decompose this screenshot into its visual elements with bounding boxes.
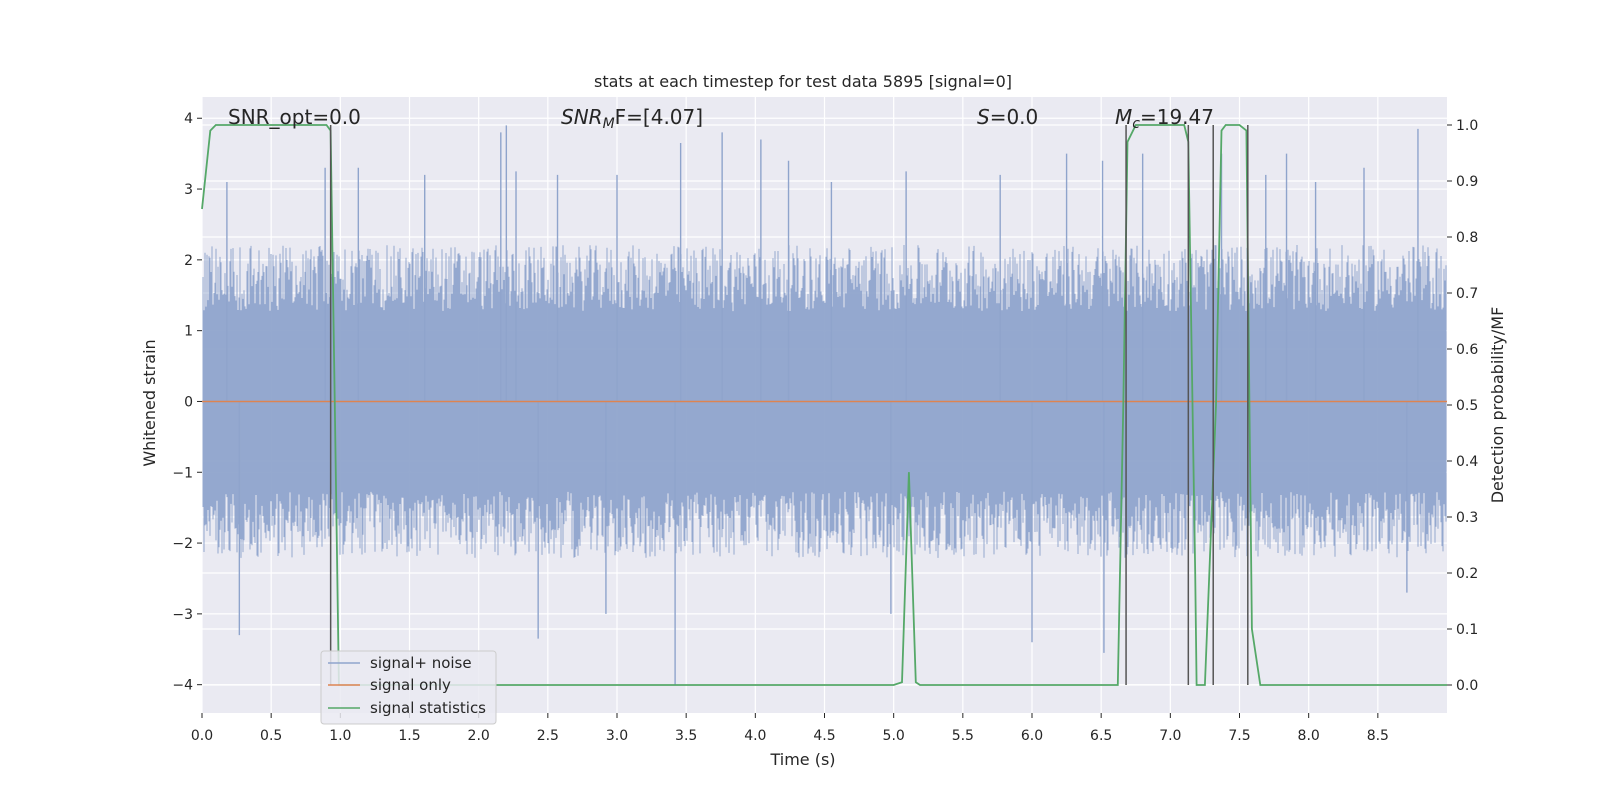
chart-title: stats at each timestep for test data 589…	[594, 72, 1012, 91]
annotation-mc-value: =19.47	[1140, 105, 1214, 129]
y-tick-label-left: 1	[184, 324, 193, 340]
y-axis-label-right: Detection probability/MF	[1488, 307, 1507, 504]
y-tick-label-right: 0.1	[1456, 622, 1478, 638]
annotation-snr-mf-subscript: M	[603, 116, 615, 132]
x-tick-label: 2.0	[468, 728, 490, 744]
y-tick-label-right: 0.8	[1456, 230, 1478, 246]
annotation-s-symbol: S	[977, 105, 990, 129]
x-tick-label: 5.0	[883, 728, 905, 744]
x-tick-label: 7.0	[1159, 728, 1181, 744]
y-tick-label-right: 0.4	[1456, 454, 1478, 470]
legend-box	[320, 650, 497, 725]
annotation-snr-mf-symbol: SNR	[561, 105, 603, 129]
x-tick-label: 3.5	[675, 728, 697, 744]
y-tick-label-left: −3	[172, 607, 193, 623]
annotation-mc-symbol: M	[1115, 105, 1132, 129]
noise-series	[202, 125, 1447, 685]
legend: signal+ noise signal only signal statist…	[320, 650, 497, 725]
x-tick-label: 6.0	[1021, 728, 1043, 744]
vertical-markers	[329, 125, 1249, 685]
y-tick-label-right: 0.5	[1456, 398, 1478, 414]
x-axis-label: Time (s)	[769, 750, 835, 769]
y-tick-label-right: 0.3	[1456, 510, 1478, 526]
x-tick-label: 2.5	[537, 728, 559, 744]
axis-ticks: 0.0 0.5 1.0 1.5 2.0 2.5 3.0 3.5 4.0 4.5 5.0 5.5 6.0 6…	[172, 111, 1478, 744]
x-tick-label: 4.0	[744, 728, 766, 744]
legend-label-noise: signal+ noise	[370, 654, 472, 672]
y-tick-label-right: 0.9	[1456, 174, 1478, 190]
x-tick-label: 7.5	[1228, 728, 1250, 744]
y-tick-label-left: −4	[172, 678, 193, 694]
signal-statistics-line	[201, 124, 1447, 686]
x-tick-label: 3.0	[606, 728, 628, 744]
x-tick-label: 1.5	[398, 728, 420, 744]
annotation-mc-subscript: c	[1132, 116, 1140, 132]
x-tick-label: 4.5	[813, 728, 835, 744]
x-tick-label: 6.5	[1090, 728, 1112, 744]
y-tick-label-right: 0.2	[1456, 566, 1478, 582]
y-tick-label-right: 0.7	[1456, 286, 1478, 302]
y-tick-label-left: −2	[172, 536, 193, 552]
y-tick-label-right: 1.0	[1456, 118, 1478, 134]
series-lines	[201, 124, 1447, 686]
x-tick-label: 5.5	[952, 728, 974, 744]
annotation-snr-opt: SNR_opt=0.0	[228, 105, 361, 129]
annotation-mc: Mc=19.47	[1115, 105, 1214, 132]
x-tick-label: 1.0	[329, 728, 351, 744]
legend-label-signal: signal only	[370, 676, 451, 694]
legend-label-statistics: signal statistics	[370, 699, 486, 717]
x-tick-label: 8.5	[1367, 728, 1389, 744]
x-tick-label: 0.5	[260, 728, 282, 744]
y-tick-label-left: 3	[184, 182, 193, 198]
annotation-s: S=0.0	[977, 105, 1038, 129]
y-tick-label-right: 0.6	[1456, 342, 1478, 358]
y-tick-label-left: 2	[184, 253, 193, 269]
y-tick-label-left: −1	[172, 465, 193, 481]
annotation-snr-mf-value: F=[4.07]	[615, 105, 703, 129]
y-axis-label-left: Whitened strain	[140, 339, 159, 466]
y-tick-label-left: 0	[184, 394, 193, 410]
y-tick-label-right: 0.0	[1456, 678, 1478, 694]
annotation-s-value: =0.0	[990, 105, 1039, 129]
y-tick-label-left: 4	[184, 111, 193, 127]
x-tick-label: 8.0	[1298, 728, 1320, 744]
x-tick-label: 0.0	[191, 728, 213, 744]
annotation-snr-mf: SNRMF=[4.07]	[561, 105, 703, 132]
